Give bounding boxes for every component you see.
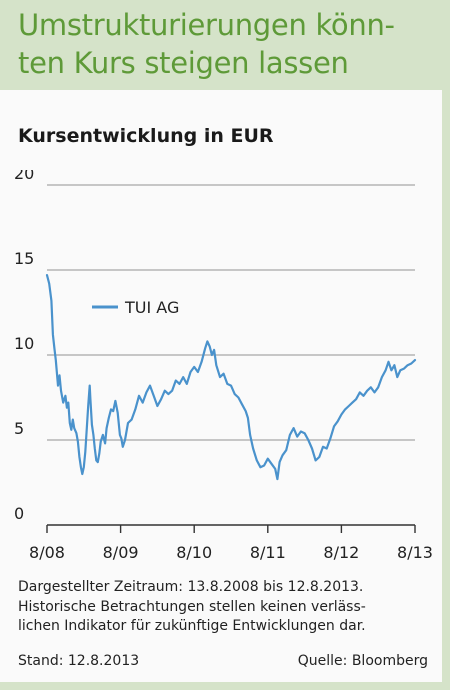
headline-line: ten Kurs steigen lassen <box>18 46 349 80</box>
headline-line: Umstrukturierungen könn- <box>18 8 395 42</box>
x-axis-ticks: 8/08 8/09 8/10 8/11 8/12 8/13 <box>29 525 433 562</box>
legend-label: TUI AG <box>124 298 179 317</box>
price-chart: 0 5 10 15 20 8/08 8/09 8/10 8/11 8/12 8/13 TUI AG <box>14 170 433 562</box>
headline: Umstrukturierungen könn- ten Kurs steige… <box>18 6 438 82</box>
x-tick-label: 8/11 <box>250 543 286 562</box>
x-tick-label: 8/10 <box>176 543 212 562</box>
stand-date: Stand: 12.8.2013 <box>18 653 140 669</box>
x-tick-label: 8/09 <box>103 543 139 562</box>
x-tick-label: 8/13 <box>397 543 433 562</box>
series-layer <box>45 273 417 481</box>
chart-title: Kursentwicklung in EUR <box>18 125 274 147</box>
footnote: Dargestellter Zeitraum: 13.8.2008 bis 12… <box>18 578 428 637</box>
source-credit: Quelle: Bloomberg <box>297 653 428 669</box>
y-tick-label: 20 <box>14 170 34 183</box>
y-tick-label: 0 <box>14 504 24 523</box>
y-tick-label: 10 <box>14 334 34 353</box>
grid-lines <box>47 184 415 526</box>
y-tick-label: 5 <box>14 419 24 438</box>
footnote-line: Historische Betrachtungen stellen keinen… <box>18 598 366 615</box>
x-tick-label: 8/08 <box>29 543 65 562</box>
y-tick-label: 15 <box>14 249 34 268</box>
legend: TUI AG <box>92 298 179 317</box>
footnote-line: lichen Indikator für zukünftige Entwickl… <box>18 618 366 634</box>
y-axis-ticks: 0 5 10 15 20 <box>14 170 34 523</box>
headline-banner: Umstrukturierungen könn- ten Kurs steige… <box>0 0 450 90</box>
x-tick-label: 8/12 <box>323 543 359 562</box>
footnote-line: Dargestellter Zeitraum: 13.8.2008 bis 12… <box>18 579 364 595</box>
series-line <box>45 273 417 481</box>
meta-row: Stand: 12.8.2013 Quelle: Bloomberg <box>18 652 428 672</box>
